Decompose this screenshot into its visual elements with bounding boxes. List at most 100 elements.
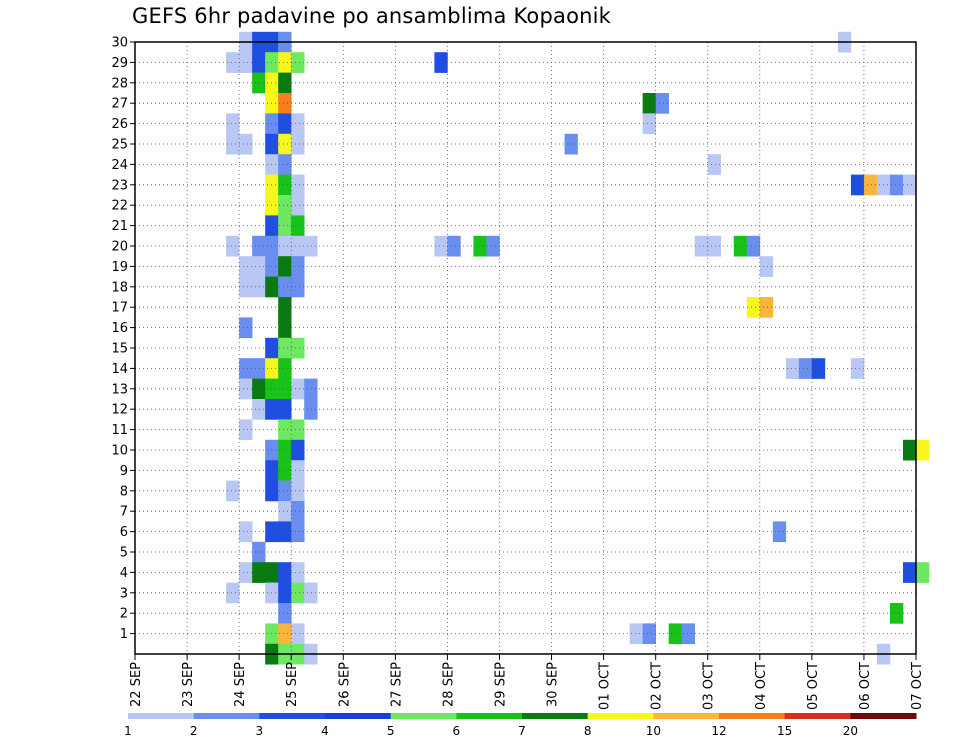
- heatmap-cell: [863, 174, 878, 196]
- y-tick-label: 4: [120, 566, 128, 581]
- heatmap-cell: [278, 276, 292, 298]
- x-tick-label: 29 SEP: [493, 662, 508, 707]
- heatmap-cell: [304, 235, 318, 257]
- heatmap-cell: [278, 399, 292, 420]
- heatmap-cell: [252, 276, 266, 298]
- x-tick-label: 02 OCT: [650, 662, 665, 710]
- heatmap-cell: [252, 562, 266, 583]
- y-tick-label: 7: [120, 505, 128, 520]
- colorbar-segment: [784, 713, 851, 719]
- y-tick-label: 1: [120, 627, 128, 642]
- y-tick-label: 23: [111, 178, 128, 193]
- y-tick-label: 16: [111, 321, 128, 336]
- heatmap-cell: [486, 235, 500, 257]
- heatmap-cell: [278, 501, 292, 522]
- heatmap-cell: [278, 439, 292, 461]
- colorbar-segment: [456, 713, 523, 719]
- heatmap-cell: [291, 276, 305, 298]
- x-tick-label: 06 OCT: [858, 662, 873, 710]
- x-tick-label: 04 OCT: [754, 662, 769, 710]
- heatmap-cell: [252, 358, 266, 379]
- heatmap-cell: [278, 480, 292, 502]
- heatmap-cell: [278, 93, 292, 114]
- x-tick-label: 25 SEP: [285, 662, 300, 707]
- heatmap-cell: [916, 562, 930, 583]
- heatmap-cell: [850, 174, 865, 196]
- x-tick-label: 23 SEP: [181, 662, 196, 707]
- heatmap-cell: [707, 154, 722, 175]
- colorbar-label: 2: [190, 724, 198, 738]
- heatmap-cell: [239, 562, 253, 583]
- heatmap-cell: [226, 133, 240, 155]
- heatmap-cell: [291, 215, 305, 237]
- y-tick-label: 17: [111, 301, 128, 316]
- y-tick-label: 12: [111, 403, 128, 418]
- y-tick-label: 9: [120, 464, 128, 479]
- heatmap-cell: [889, 174, 904, 196]
- heatmap-cell: [642, 93, 656, 114]
- y-tick-label: 14: [111, 362, 128, 377]
- heatmap-cell: [278, 52, 292, 73]
- heatmap-cell: [291, 480, 305, 502]
- y-tick-label: 13: [111, 382, 128, 397]
- chart-title: GEFS 6hr padavine po ansamblima Kopaonik: [132, 4, 612, 28]
- y-tick-label: 11: [111, 423, 128, 438]
- heatmap-cell: [252, 235, 266, 257]
- heatmap-cell: [291, 256, 305, 277]
- colorbar-label: 12: [711, 724, 726, 738]
- x-tick-label: 22 SEP: [129, 662, 144, 707]
- heatmap-cell: [278, 582, 292, 604]
- x-tick-label: 27 SEP: [389, 662, 404, 707]
- colorbar-segment: [719, 713, 786, 719]
- heatmap-cell: [278, 317, 292, 339]
- heatmap-cell: [434, 235, 448, 257]
- x-axis: 22 SEP 23 SEP 24 SEP 25 SEP 26 SEP 27 SEP 28 S…: [129, 654, 925, 710]
- colorbar-label: 3: [256, 724, 264, 738]
- heatmap-cell: [304, 399, 318, 420]
- y-tick-label: 28: [111, 76, 128, 91]
- cells-layer: [226, 31, 930, 665]
- heatmap-cell: [278, 297, 292, 318]
- y-tick-label: 3: [120, 586, 128, 601]
- heatmap-cell: [252, 72, 266, 94]
- heatmap-cell: [473, 235, 487, 257]
- heatmap-cell: [642, 113, 656, 135]
- y-tick-label: 27: [111, 97, 128, 112]
- y-tick-label: 30: [111, 36, 128, 51]
- heatmap-cell: [239, 256, 253, 277]
- heatmap-cell: [226, 582, 240, 604]
- heatmap-cell: [291, 235, 305, 257]
- heatmap-cell: [785, 358, 800, 379]
- heatmap-cell: [759, 256, 774, 277]
- y-tick-label: 24: [111, 158, 128, 173]
- heatmap-cell: [278, 133, 292, 155]
- heatmap-cell: [226, 235, 240, 257]
- heatmap-cell: [278, 460, 292, 481]
- colorbar-label: 1: [124, 724, 132, 738]
- x-tick-label: 30 SEP: [546, 662, 561, 707]
- heatmap-cell: [707, 235, 722, 257]
- colorbar-label: 6: [453, 724, 461, 738]
- heatmap-cell: [278, 195, 292, 216]
- y-tick-label: 8: [120, 484, 128, 499]
- heatmap-cell: [252, 52, 266, 73]
- heatmap-cell: [811, 358, 826, 379]
- x-tick-label: 03 OCT: [702, 662, 717, 710]
- y-tick-label: 2: [120, 607, 128, 622]
- heatmap-cell: [278, 113, 292, 135]
- heatmap-cell: [304, 378, 318, 400]
- heatmap-cell: [629, 623, 643, 645]
- y-tick-label: 25: [111, 138, 128, 153]
- heatmap-cell: [239, 419, 253, 441]
- heatmap-cell: [291, 501, 305, 522]
- y-tick-label: 22: [111, 199, 128, 214]
- colorbar-segment: [128, 713, 195, 719]
- y-tick-label: 21: [111, 219, 128, 234]
- heatmap-cell: [278, 215, 292, 237]
- colorbar-segment: [325, 713, 392, 719]
- colorbar-label: 4: [321, 724, 329, 738]
- heatmap-cell: [655, 93, 669, 114]
- heatmap-cell: [239, 317, 253, 339]
- colorbar-label: 8: [584, 724, 592, 738]
